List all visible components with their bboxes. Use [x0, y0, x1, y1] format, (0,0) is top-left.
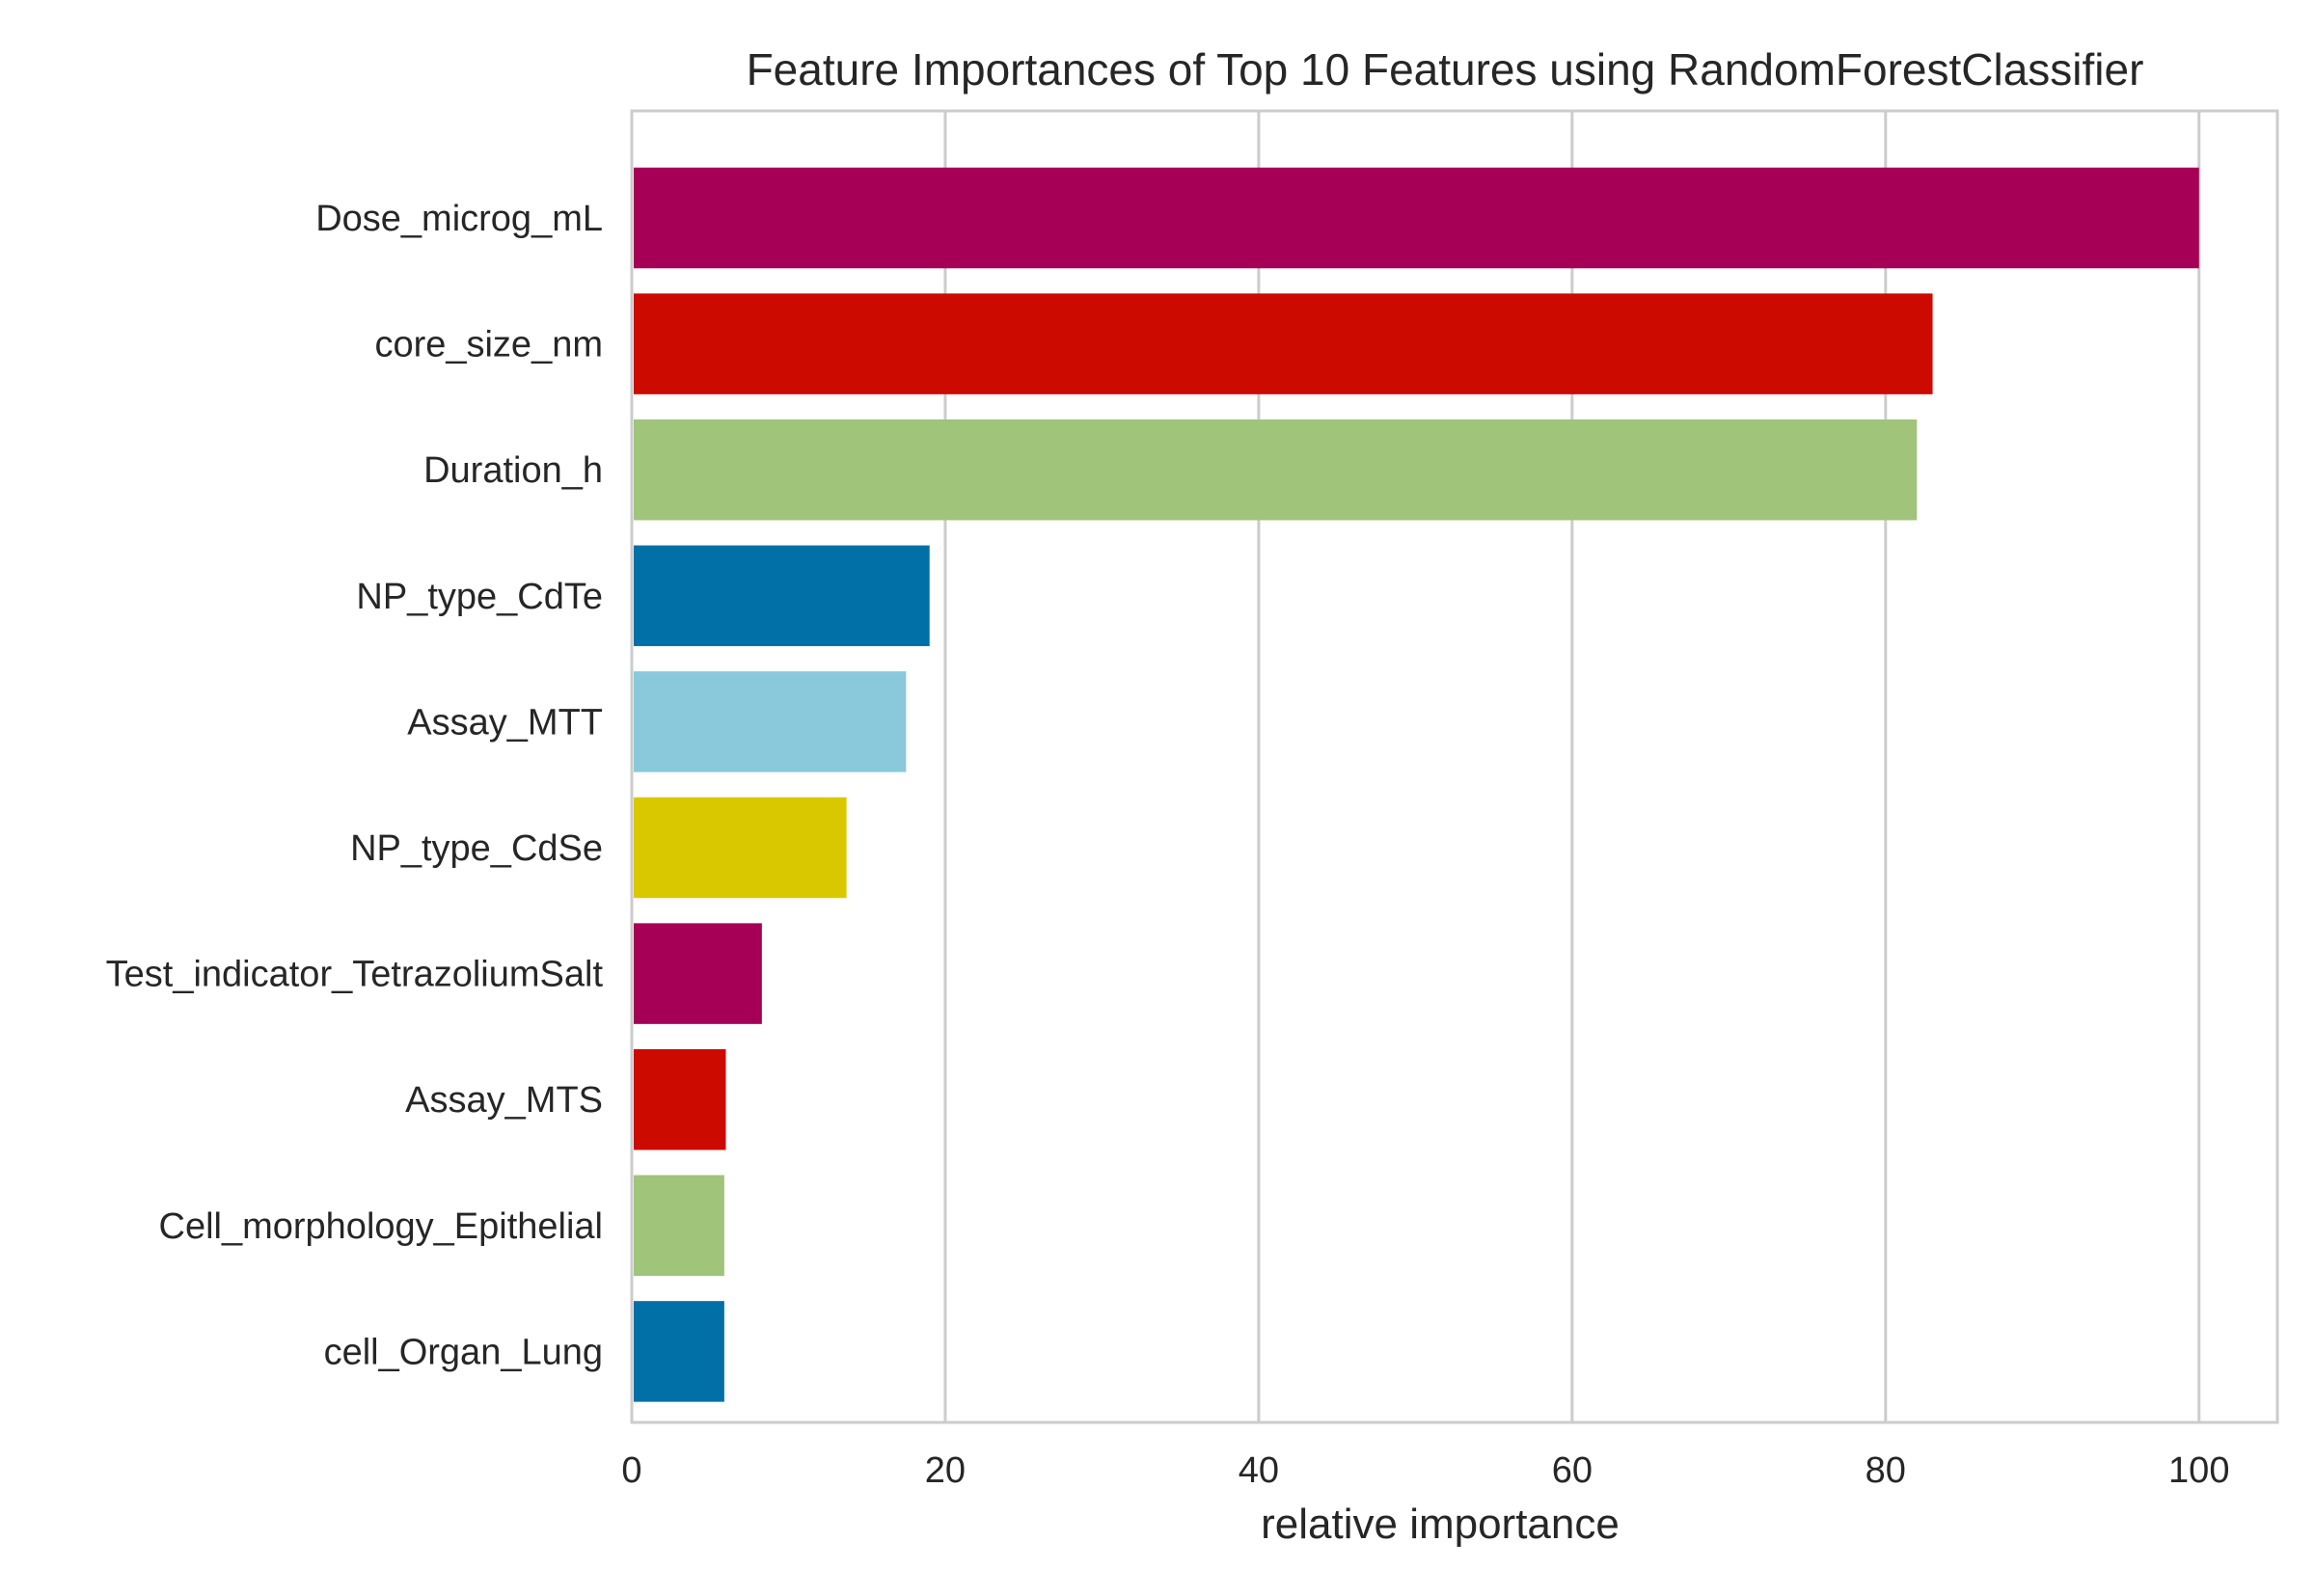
bar-cell_Organ_Lung: [634, 1301, 724, 1402]
chart-title: Feature Importances of Top 10 Features u…: [747, 44, 2144, 95]
bar-Dose_microg_mL: [634, 167, 2199, 269]
x-tick-labels: 0 20 40 60 80 100: [621, 1450, 2229, 1491]
category-label: Cell_morphology_Epithelial: [159, 1206, 604, 1247]
x-tick-label: 20: [925, 1450, 966, 1491]
bar-NP_type_CdSe: [634, 797, 847, 899]
category-label: Test_indicator_TetrazoliumSalt: [106, 955, 604, 995]
bars: [634, 167, 2199, 1402]
category-label: Assay_MTT: [407, 702, 603, 743]
x-tick-label: 40: [1239, 1450, 1279, 1491]
bar-Assay_MTT: [634, 671, 907, 772]
category-label: NP_type_CdTe: [356, 577, 603, 617]
x-axis-label: relative importance: [1261, 1501, 1620, 1548]
x-tick-label: 60: [1552, 1450, 1593, 1491]
category-label: Dose_microg_mL: [315, 199, 603, 239]
category-label: NP_type_CdSe: [350, 828, 603, 869]
bar-Duration_h: [634, 419, 1918, 521]
category-label: core_size_nm: [374, 325, 603, 365]
plot-frame: [630, 109, 2279, 1424]
bar-Cell_morphology_Epithelial: [634, 1175, 724, 1277]
category-label: Assay_MTS: [405, 1080, 603, 1121]
bar-core_size_nm: [634, 293, 1933, 394]
bar-Assay_MTS: [634, 1048, 726, 1150]
category-label: Duration_h: [423, 450, 603, 491]
category-label: cell_Organ_Lung: [324, 1332, 603, 1372]
bar-NP_type_CdTe: [634, 545, 930, 647]
x-tick-label: 80: [1866, 1450, 1906, 1491]
x-tick-label: 100: [2168, 1450, 2229, 1491]
category-labels: Dose_microg_mL core_size_nm Duration_h NP_t…: [106, 199, 604, 1372]
bar-Test_indicator_TetrazoliumSalt: [634, 923, 762, 1024]
x-tick-label: 0: [621, 1450, 641, 1491]
